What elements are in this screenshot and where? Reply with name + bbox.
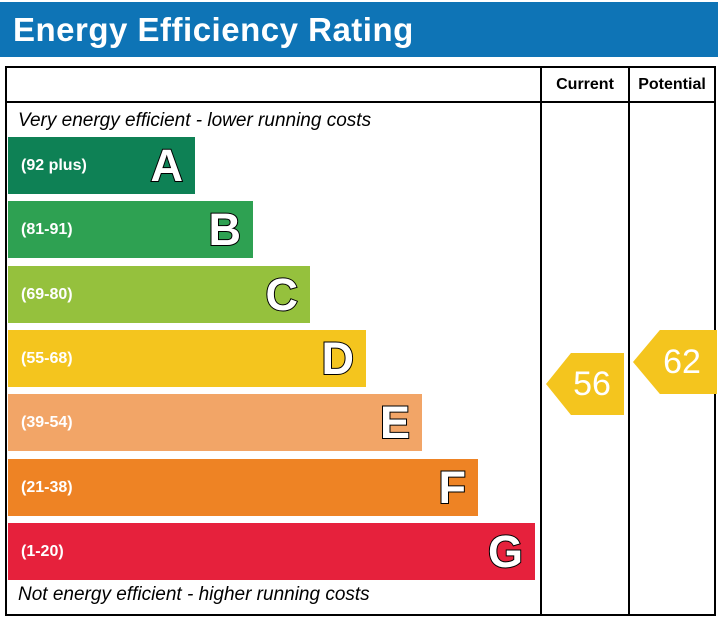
band-row-d: (55-68) D xyxy=(8,330,366,387)
band-row-b: (81-91) B xyxy=(8,201,253,258)
band-range-label: (92 plus) xyxy=(21,156,87,174)
page-title: Energy Efficiency Rating xyxy=(13,10,414,48)
potential-rating-arrow: 62 xyxy=(633,330,717,394)
table-header-row: Current Potential xyxy=(7,68,714,103)
top-caption: Very energy efficient - lower running co… xyxy=(18,110,372,131)
current-column-header: Current xyxy=(556,76,614,93)
band-row-g: (1-20) G xyxy=(8,523,535,580)
band-row-c: (69-80) C xyxy=(8,266,310,323)
band-letter: F xyxy=(438,462,467,513)
band-letter: B xyxy=(208,204,242,255)
band-row-e: (39-54) E xyxy=(8,394,422,451)
band-range-label: (69-80) xyxy=(21,285,73,303)
band-letter: G xyxy=(487,526,524,577)
band-range-label: (81-91) xyxy=(21,220,73,238)
rating-table: Current Potential Very energy efficient … xyxy=(5,66,717,616)
band-row-a: (92 plus) A xyxy=(8,137,195,194)
band-letter: E xyxy=(379,397,411,448)
band-letter: C xyxy=(265,269,299,320)
title-bar: Energy Efficiency Rating xyxy=(0,2,718,57)
band-letter: A xyxy=(150,140,184,191)
potential-column-header: Potential xyxy=(638,76,706,93)
band-range-label: (55-68) xyxy=(21,349,73,367)
potential-rating-value: 62 xyxy=(663,342,701,381)
band-range-label: (1-20) xyxy=(21,542,64,560)
band-row-f: (21-38) F xyxy=(8,459,478,516)
band-range-label: (21-38) xyxy=(21,478,73,496)
current-rating-value: 56 xyxy=(573,364,611,403)
band-range-label: (39-54) xyxy=(21,413,73,431)
bottom-caption: Not energy efficient - higher running co… xyxy=(18,584,370,605)
current-rating-arrow: 56 xyxy=(546,353,624,415)
column-divider-potential xyxy=(628,68,630,614)
column-divider-current xyxy=(540,68,542,614)
band-letter: D xyxy=(321,333,355,384)
